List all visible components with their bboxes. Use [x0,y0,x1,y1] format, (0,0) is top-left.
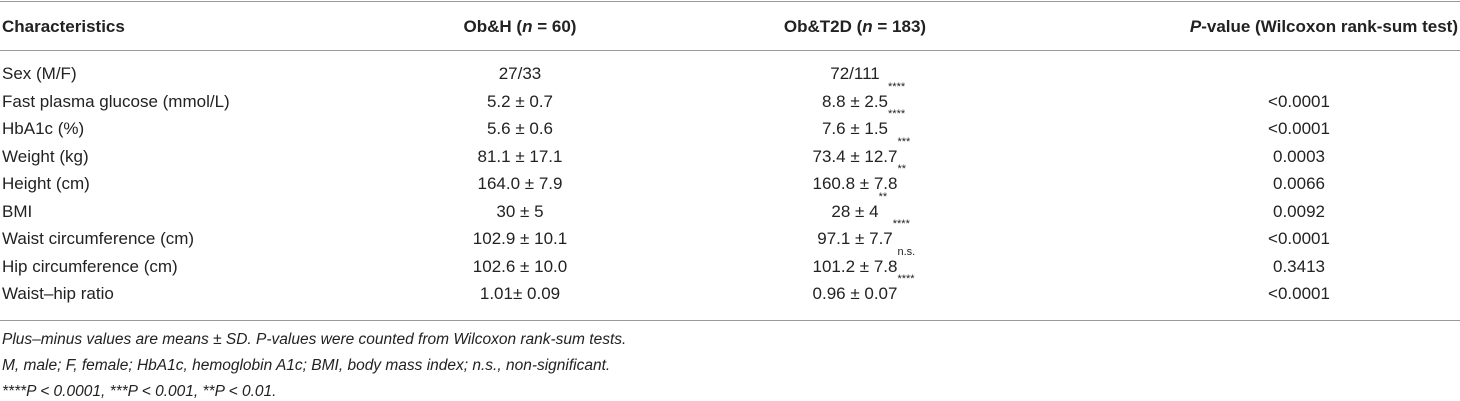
header-cell: Characteristics [2,17,125,36]
characteristic-cell: Hip circumference (cm) [2,256,178,276]
header-text: n [522,17,533,36]
characteristic-cell: Sex (M/F) [2,64,77,83]
cell-value: 7.6 ± 1.5 **** [821,108,906,139]
ob-h-cell: 102.9 ± 10.1 [400,225,640,252]
cell-value: <0.0001 [1268,119,1330,138]
header-rule [0,50,1460,51]
ob-h-cell: 164.0 ± 7.9 [400,170,640,197]
characteristic-cell: Height (cm) [2,174,90,193]
table-row: HbA1c (%) 5.6 ± 0.6 7.6 ± 1.5 **** <0.0001 [0,108,1460,142]
p-value-cell: 0.0003 [1140,143,1458,170]
table-row: Waist circumference (cm) 102.9 ± 10.1 97.1… [0,218,1460,252]
cell-value: 164.0 ± 7.9 [477,174,563,193]
significance-mark: **** [892,218,910,230]
ob-h-cell: 27/33 [400,60,640,87]
ob-t2d-cell: 72/111 [735,60,975,87]
significance-mark: **** [888,80,906,93]
cell-value: 27/33 [498,64,542,83]
ob-t2d-cell: 97.1 ± 7.7 **** [735,218,975,252]
ob-t2d-cell: 0.96 ± 0.07 **** [735,273,975,307]
header-row: Characteristics Ob&H (n = 60) Ob&T2D (n … [0,13,1460,40]
ob-h-cell: 81.1 ± 17.1 [400,143,640,170]
top-rule [0,1,1460,2]
footnote: ****P < 0.0001, ***P < 0.001, **P < 0.01… [2,383,277,400]
header-text: Ob&H ( [463,17,523,36]
footnote: Plus–minus values are means ± SD. P-valu… [2,331,627,348]
cell-value: 28 ± 4 ** [831,190,888,221]
ob-h-cell: 1.01± 0.09 [400,280,640,307]
characteristic-cell: Waist–hip ratio [2,284,114,303]
significance-mark: n.s. [897,245,916,258]
cell-value: 160.8 ± 7.8 ** [812,163,907,194]
cell-value: <0.0001 [1268,229,1330,248]
characteristic-cell: Weight (kg) [2,146,89,166]
cell-value: 5.2 ± 0.7 [486,91,554,111]
table-row: Weight (kg) 81.1 ± 17.1 73.4 ± 12.7 *** 0.00… [0,135,1460,170]
header-text: -value (Wilcoxon rank-sum test) [1201,17,1458,36]
significance-mark: ** [897,163,907,175]
ob-h-cell: 102.6 ± 10.0 [400,253,640,280]
cell-value: 81.1 ± 17.1 [477,146,563,166]
header-text: P [1189,17,1202,36]
cell-value: 0.0092 [1273,201,1325,221]
characteristic-cell: HbA1c (%) [2,119,85,138]
table-row: Waist–hip ratio 1.01± 0.09 0.96 ± 0.07 ****… [0,273,1460,307]
significance-mark: *** [897,135,911,148]
p-value-cell: 0.0066 [1140,170,1458,197]
table-row: Fast plasma glucose (mmol/L) 5.2 ± 0.7 8.8… [0,80,1460,115]
cell-value: 97.1 ± 7.7 **** [817,218,910,249]
significance-mark: **** [888,108,906,120]
ob-t2d-cell: 28 ± 4 ** [735,190,975,225]
table-row: Sex (M/F) 27/33 72/111 [0,60,1460,87]
cell-value: 5.6 ± 0.6 [486,119,554,138]
table-row: Height (cm) 164.0 ± 7.9 160.8 ± 7.8 ** 0.006… [0,163,1460,197]
ob-h-cell: 30 ± 5 [400,198,640,225]
cell-value: 102.9 ± 10.1 [472,229,568,248]
bottom-rule [0,320,1460,321]
cell-value: 72/111 [830,64,880,83]
significance-mark: ** [878,190,888,203]
p-value-cell: <0.0001 [1140,88,1458,115]
header-text: = 183) [872,17,927,36]
table-row: BMI 30 ± 5 28 ± 4 ** 0.0092 [0,190,1460,225]
cell-value: 101.2 ± 7.8 n.s. [812,245,916,276]
header-text: Ob&T2D ( [783,17,863,36]
p-value-cell: <0.0001 [1140,280,1458,307]
cell-value: 102.6 ± 10.0 [472,256,568,276]
ob-h-cell: 5.2 ± 0.7 [400,88,640,115]
table-row: Hip circumference (cm) 102.6 ± 10.0 101.2 … [0,245,1460,280]
header-cell: Ob&T2D (n = 183) [735,13,975,40]
cell-value: 73.4 ± 12.7 *** [812,135,911,166]
characteristic-cell: Fast plasma glucose (mmol/L) [2,91,230,111]
characteristic-cell: BMI [2,201,33,221]
cell-value: 0.0003 [1273,146,1325,166]
header-text: = 60) [532,17,577,36]
header-cell: P-value (Wilcoxon rank-sum test) [1100,13,1458,40]
ob-t2d-cell: 101.2 ± 7.8 n.s. [735,245,975,280]
cell-value: 0.96 ± 0.07 **** [812,273,915,304]
cell-value: 8.8 ± 2.5 **** [821,80,906,111]
cell-value: 30 ± 5 [496,201,544,221]
characteristic-cell: Waist circumference (cm) [2,229,195,248]
cell-value: 1.01± 0.09 [479,284,561,303]
ob-t2d-cell: 7.6 ± 1.5 **** [735,108,975,142]
ob-t2d-cell: 73.4 ± 12.7 *** [735,135,975,170]
p-value-cell: 0.3413 [1140,253,1458,280]
header-text: n [862,17,873,36]
p-value-cell: 0.0092 [1140,198,1458,225]
cell-value: 0.0066 [1273,174,1325,193]
significance-mark: **** [897,273,915,285]
p-value-cell: <0.0001 [1140,115,1458,142]
ob-h-cell: 5.6 ± 0.6 [400,115,640,142]
cell-value: <0.0001 [1268,284,1330,303]
ob-t2d-cell: 8.8 ± 2.5 **** [735,80,975,115]
cell-value: 0.3413 [1273,256,1325,276]
ob-t2d-cell: 160.8 ± 7.8 ** [735,163,975,197]
header-cell: Ob&H (n = 60) [400,13,640,40]
cell-value: <0.0001 [1268,91,1330,111]
footnote: M, male; F, female; HbA1c, hemoglobin A1… [2,357,611,374]
p-value-cell: <0.0001 [1140,225,1458,252]
